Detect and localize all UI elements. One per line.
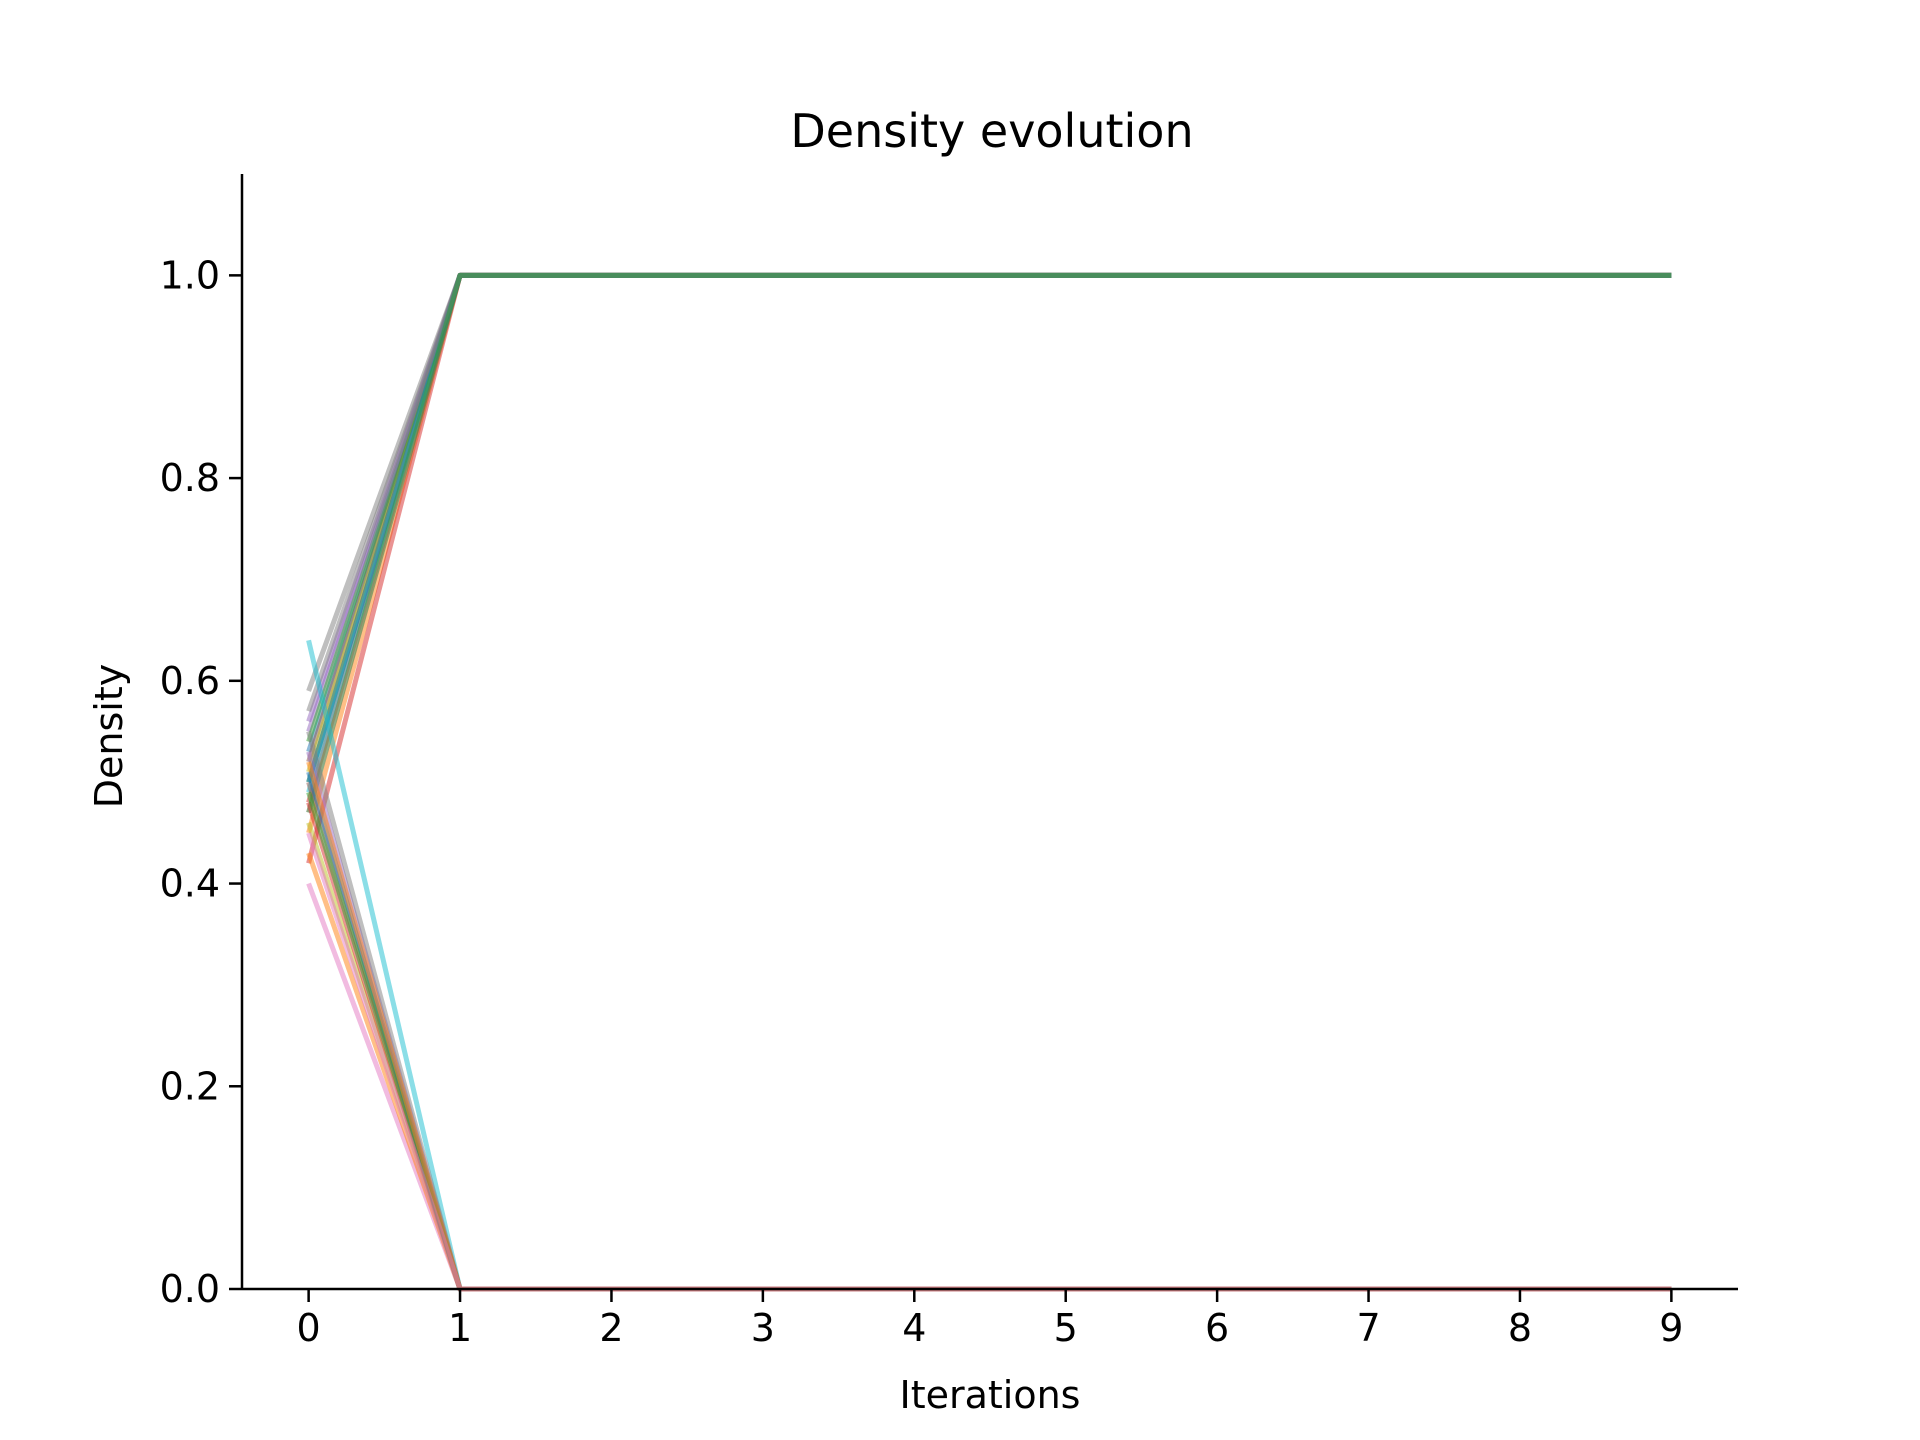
x-tick-label: 0 [297,1306,321,1350]
y-tick-label: 0.8 [160,456,220,500]
series-line-16 [306,639,1672,1292]
x-tick-label: 7 [1356,1306,1380,1350]
y-tick-label: 0.6 [160,659,220,703]
series-line-13 [306,272,1672,783]
series-line-12 [306,272,1672,723]
series-line-4 [306,272,1672,733]
x-tick-label: 5 [1054,1306,1078,1350]
x-tick-label: 9 [1659,1306,1683,1350]
series-line-20 [306,801,1672,1292]
x-tick-label: 8 [1508,1306,1532,1350]
series-line-5 [306,272,1672,763]
x-tick-label: 2 [599,1306,623,1350]
series-line-22 [306,751,1672,1292]
y-tick-label: 1.0 [160,253,220,297]
series-line-21 [306,781,1672,1292]
y-tick-label: 0.0 [160,1267,220,1311]
series-line-8 [306,272,1672,773]
x-axis-title: Iterations [900,1373,1081,1417]
series-line-19 [306,821,1672,1292]
series-line-25 [306,730,1672,1292]
series-line-17 [306,882,1672,1292]
y-tick-label: 0.4 [160,862,220,906]
series-line-15 [306,272,1672,814]
series-layer [306,272,1672,1292]
series-line-23 [306,771,1672,1292]
y-tick-label: 0.2 [160,1064,220,1108]
axes-layer: 0 1 2 3 4 5 6 7 8 9 0.0 0.2 0.4 0.6 0.8 1.0 [160,174,1738,1350]
y-axis-title: Density [87,664,131,808]
series-line-11 [306,272,1672,743]
series-line-9 [306,272,1672,794]
x-tick-label: 6 [1205,1306,1229,1350]
series-line-2 [306,272,1672,783]
series-line-10 [306,272,1672,864]
x-tick-label: 4 [902,1306,926,1350]
series-line-27 [306,832,1672,1292]
x-tick-label: 3 [751,1306,775,1350]
series-line-26 [306,761,1672,1292]
series-line-7 [306,272,1672,692]
x-tick-label: 1 [448,1306,472,1350]
series-line-1 [306,272,1672,834]
series-line-0 [306,272,1672,753]
series-line-24 [306,791,1672,1292]
series-line-3 [306,272,1672,804]
series-line-14 [306,272,1672,713]
series-line-18 [306,852,1672,1292]
series-line-6 [306,272,1672,814]
chart-title: Density evolution [790,104,1193,158]
